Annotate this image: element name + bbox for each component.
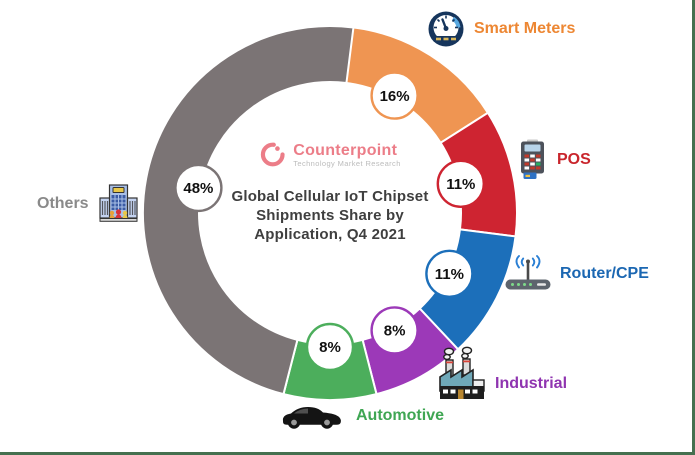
- logo-tagline: Technology Market Research: [293, 158, 401, 168]
- factory-icon: [439, 346, 485, 399]
- value-label-smart-meters: 16%: [380, 88, 410, 105]
- legend-label-industrial: Industrial: [495, 375, 568, 392]
- legend-item-pos: POS: [519, 139, 591, 180]
- chart-title-line3: Application, Q4 2021: [254, 226, 406, 243]
- legend-label-smart-meters: Smart Meters: [474, 20, 576, 37]
- counterpoint-logo: Counterpoint Technology Market Research: [259, 141, 401, 168]
- value-label-automotive: 8%: [319, 339, 341, 356]
- legend-label-others: Others: [37, 195, 89, 212]
- gauge-icon: [428, 11, 464, 47]
- value-label-router-cpe: 11%: [435, 266, 464, 283]
- legend-item-industrial: Industrial: [436, 346, 567, 402]
- value-label-pos: 11%: [446, 176, 475, 193]
- building-icon: [98, 184, 138, 222]
- value-badge-router-cpe: [425, 249, 474, 298]
- value-badge-industrial: [370, 306, 419, 355]
- value-badge-smart-meters: [370, 71, 419, 120]
- counterpoint-logo-icon: [260, 142, 285, 167]
- legend-label-automotive: Automotive: [356, 407, 444, 424]
- legend-item-automotive: Automotive: [276, 401, 444, 431]
- value-badge-pos: [436, 159, 485, 209]
- chart-title-line2: Shipments Share by: [256, 207, 404, 224]
- pos-terminal-icon: [521, 139, 544, 179]
- chart-title: Global Cellular IoT Chipset Shipments Sh…: [195, 187, 465, 244]
- legend-label-pos: POS: [557, 150, 591, 168]
- router-icon: [505, 255, 551, 290]
- legend-label-router-cpe: Router/CPE: [560, 265, 649, 282]
- logo-name: Counterpoint: [293, 141, 398, 159]
- value-badge-automotive: [305, 322, 355, 372]
- legend-item-router-cpe: Router/CPE: [504, 255, 649, 293]
- value-label-industrial: 8%: [384, 323, 406, 340]
- value-badge-others: [174, 163, 223, 213]
- chart-title-line1: Global Cellular IoT Chipset: [231, 188, 429, 205]
- legend-item-others: Others: [37, 184, 139, 224]
- legend-item-smart-meters: Smart Meters: [428, 11, 575, 47]
- segment-others: [141, 24, 355, 396]
- car-icon: [282, 407, 341, 429]
- value-label-others: 48%: [183, 180, 213, 197]
